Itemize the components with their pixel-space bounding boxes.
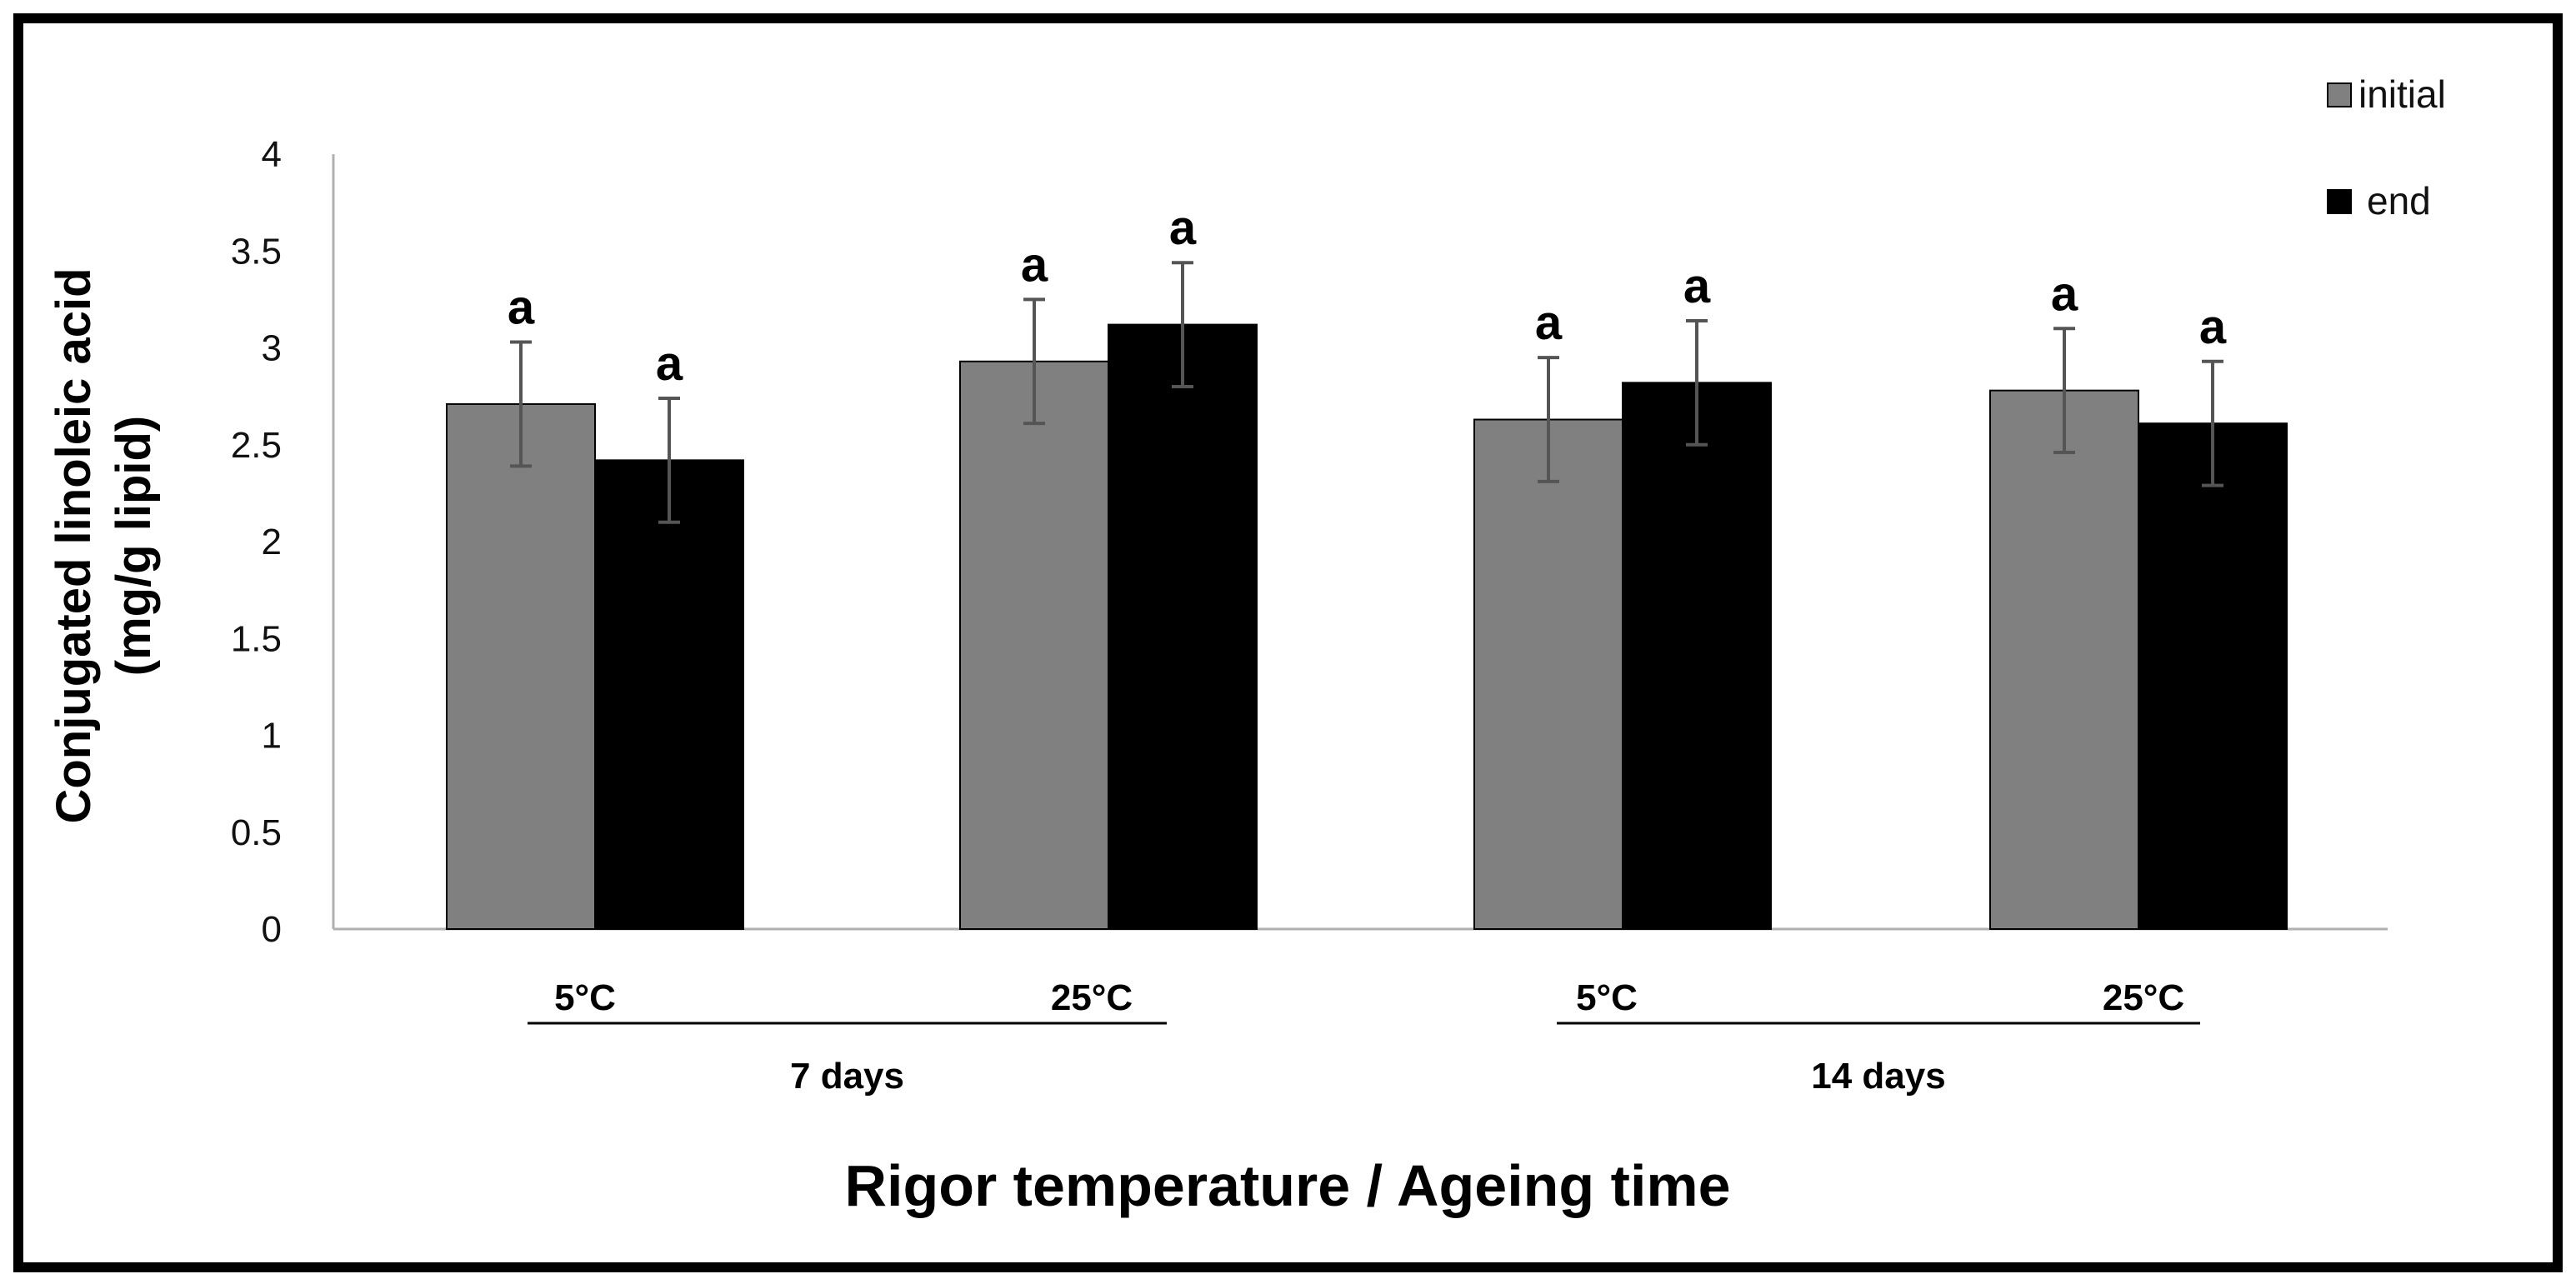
bar-initial xyxy=(1473,418,1623,930)
y-axis-label-line1: Conjugated linoleic acid xyxy=(47,267,101,823)
significance-label: a xyxy=(1021,237,1048,292)
y-axis-ticks: 0 0.5 1 1.5 2 2.5 3 3.5 4 xyxy=(231,134,282,950)
bar-initial xyxy=(959,360,1109,930)
significance-label: a xyxy=(656,337,683,391)
group-label: 14 days xyxy=(1811,1056,1945,1097)
bar-initial xyxy=(1989,389,2139,930)
significance-label: a xyxy=(2051,267,2078,321)
x-category-label: 25°C xyxy=(1051,977,1133,1018)
x-category-label: 5°C xyxy=(554,977,616,1018)
legend-label-initial: initial xyxy=(2358,72,2446,116)
bar-end xyxy=(2138,422,2288,930)
significance-label: a xyxy=(508,281,535,335)
x-group-labels: 7 days 14 days xyxy=(528,1022,2200,1097)
legend-label-end: end xyxy=(2367,179,2431,222)
y-axis-label: Conjugated linoleic acid (mg/g lipid) xyxy=(47,267,161,823)
y-tick-label: 2.5 xyxy=(231,425,282,466)
y-tick-label: 1.5 xyxy=(231,618,282,659)
x-category-label: 5°C xyxy=(1576,977,1638,1018)
y-tick-label: 0 xyxy=(262,909,282,950)
significance-label: a xyxy=(1683,259,1711,313)
y-tick-label: 4 xyxy=(262,134,282,175)
bars xyxy=(446,323,2288,931)
significance-label: a xyxy=(2199,300,2227,354)
x-category-labels: 5°C 25°C 5°C 25°C xyxy=(554,977,2184,1018)
group-label: 7 days xyxy=(790,1056,904,1097)
bar-end xyxy=(594,459,744,930)
bar-end xyxy=(1108,323,1258,931)
y-tick-label: 2 xyxy=(262,522,282,562)
x-category-label: 25°C xyxy=(2103,977,2184,1018)
x-axis-title: Rigor temperature / Ageing time xyxy=(844,1153,1730,1218)
y-tick-label: 3 xyxy=(262,328,282,369)
significance-label: a xyxy=(1169,201,1197,255)
bar-initial xyxy=(446,402,596,930)
significance-labels: a a a a a a a a xyxy=(508,201,2227,391)
bar-end xyxy=(1622,382,1772,931)
y-tick-label: 1 xyxy=(262,716,282,757)
y-tick-label: 0.5 xyxy=(231,812,282,853)
y-axis-label-line2: (mg/g lipid) xyxy=(107,416,161,677)
legend-swatch-end xyxy=(2327,189,2352,214)
significance-label: a xyxy=(1535,296,1563,350)
y-tick-label: 3.5 xyxy=(231,231,282,272)
error-bars xyxy=(510,261,2223,524)
legend: initial end xyxy=(2327,72,2446,222)
legend-swatch-initial xyxy=(2327,82,2352,107)
